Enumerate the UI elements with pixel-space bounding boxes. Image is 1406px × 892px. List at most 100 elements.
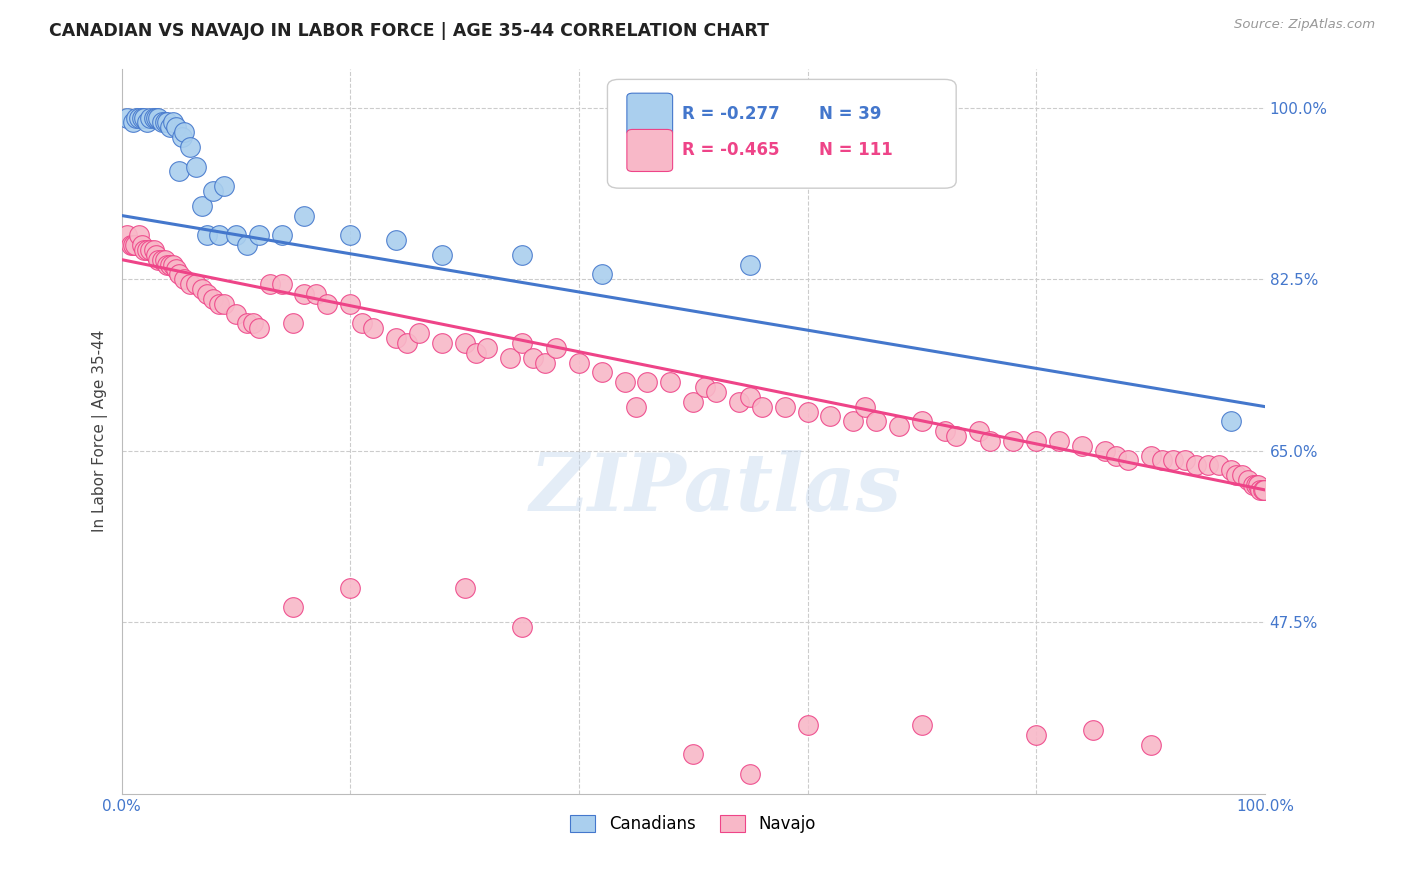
- Point: [184, 160, 207, 174]
- Point: [465, 345, 488, 359]
- Point: [195, 286, 218, 301]
- Point: [773, 400, 796, 414]
- Text: R = -0.277: R = -0.277: [682, 105, 779, 123]
- Point: [624, 400, 647, 414]
- Point: [1025, 434, 1047, 448]
- Point: [153, 115, 176, 129]
- Point: [477, 341, 499, 355]
- Point: [201, 292, 224, 306]
- Point: [1241, 478, 1264, 492]
- Point: [510, 248, 533, 262]
- Point: [150, 252, 173, 267]
- Point: [934, 424, 956, 438]
- Point: [142, 111, 165, 125]
- Point: [510, 335, 533, 350]
- Point: [499, 351, 522, 365]
- Point: [236, 316, 259, 330]
- Point: [139, 111, 162, 125]
- Point: [533, 355, 555, 369]
- Point: [270, 228, 292, 243]
- Text: N = 111: N = 111: [818, 142, 893, 160]
- Point: [740, 767, 762, 781]
- Point: [1174, 453, 1197, 467]
- Point: [453, 581, 475, 595]
- Point: [1002, 434, 1025, 448]
- Point: [339, 581, 361, 595]
- Point: [128, 228, 150, 243]
- Point: [1208, 458, 1230, 473]
- Text: N = 39: N = 39: [818, 105, 882, 123]
- Point: [408, 326, 430, 340]
- Point: [201, 184, 224, 198]
- Point: [159, 258, 181, 272]
- Point: [1047, 434, 1070, 448]
- Point: [184, 277, 207, 292]
- Point: [242, 316, 264, 330]
- Point: [350, 316, 373, 330]
- Point: [385, 331, 408, 345]
- Point: [339, 228, 361, 243]
- Point: [1105, 449, 1128, 463]
- Point: [853, 400, 876, 414]
- Point: [214, 179, 236, 194]
- Point: [162, 115, 184, 129]
- Text: Source: ZipAtlas.com: Source: ZipAtlas.com: [1234, 18, 1375, 31]
- Point: [796, 718, 818, 732]
- Point: [1253, 483, 1275, 497]
- FancyBboxPatch shape: [627, 129, 672, 171]
- Point: [911, 718, 934, 732]
- Point: [361, 321, 384, 335]
- Point: [979, 434, 1001, 448]
- Point: [1116, 453, 1139, 467]
- Point: [1185, 458, 1208, 473]
- Point: [305, 286, 328, 301]
- Point: [682, 394, 704, 409]
- Point: [1071, 439, 1094, 453]
- Point: [1139, 738, 1161, 752]
- Point: [1150, 453, 1173, 467]
- Y-axis label: In Labor Force | Age 35-44: In Labor Force | Age 35-44: [93, 330, 108, 533]
- Legend: Canadians, Navajo: Canadians, Navajo: [564, 808, 823, 839]
- Point: [135, 115, 157, 129]
- Point: [125, 111, 148, 125]
- Point: [172, 130, 194, 145]
- Point: [522, 351, 544, 365]
- Point: [173, 125, 195, 139]
- Point: [173, 272, 195, 286]
- Point: [1139, 449, 1161, 463]
- Point: [131, 238, 153, 252]
- Point: [195, 228, 218, 243]
- Point: [1249, 483, 1271, 497]
- Point: [214, 296, 236, 310]
- Point: [591, 268, 613, 282]
- Point: [247, 321, 270, 335]
- Point: [1247, 478, 1270, 492]
- Text: CANADIAN VS NAVAJO IN LABOR FORCE | AGE 35-44 CORRELATION CHART: CANADIAN VS NAVAJO IN LABOR FORCE | AGE …: [49, 22, 769, 40]
- Point: [179, 140, 201, 154]
- Point: [568, 355, 591, 369]
- Point: [1225, 468, 1247, 483]
- Point: [128, 111, 150, 125]
- Point: [159, 120, 181, 135]
- Point: [134, 243, 156, 257]
- Point: [1219, 414, 1241, 428]
- Point: [167, 268, 190, 282]
- Point: [1251, 483, 1274, 497]
- Point: [281, 316, 304, 330]
- Point: [396, 335, 419, 350]
- Point: [820, 409, 842, 424]
- Point: [613, 375, 636, 389]
- Point: [1244, 478, 1267, 492]
- Point: [967, 424, 990, 438]
- Point: [842, 414, 865, 428]
- Point: [115, 228, 138, 243]
- Point: [911, 414, 934, 428]
- Text: R = -0.465: R = -0.465: [682, 142, 779, 160]
- Point: [115, 111, 138, 125]
- Point: [945, 429, 967, 443]
- Point: [156, 115, 179, 129]
- FancyBboxPatch shape: [627, 93, 672, 136]
- Point: [1230, 468, 1253, 483]
- Point: [134, 111, 156, 125]
- Point: [1163, 453, 1185, 467]
